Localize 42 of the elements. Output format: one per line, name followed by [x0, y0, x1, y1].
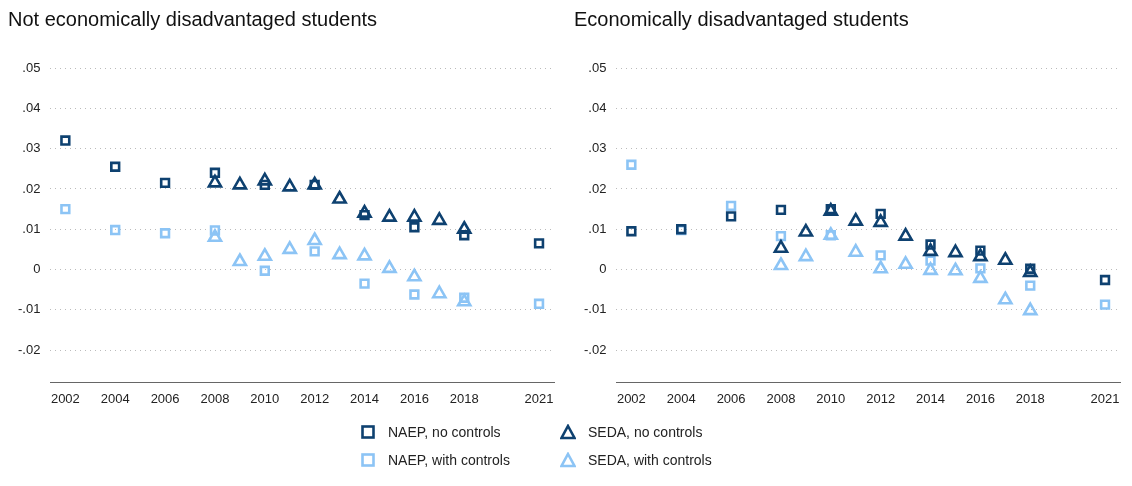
x-tick-label: 2004: [100, 390, 130, 406]
y-tick-label: -.01: [583, 301, 607, 317]
y-tick-label: .04: [588, 99, 607, 115]
legend-label: NAEP, no controls: [388, 424, 501, 440]
x-tick-label: 2018: [449, 390, 479, 406]
legend-label: SEDA, no controls: [588, 424, 703, 440]
y-tick-label: .02: [588, 180, 607, 196]
y-tick-label: 0: [33, 261, 41, 277]
x-tick-label: 2012: [300, 390, 330, 406]
x-tick-label: 2006: [150, 390, 180, 406]
x-tick-label: 2002: [50, 390, 80, 406]
x-tick-label: 2021: [524, 390, 554, 406]
chart-title: Not economically disadvantaged students: [8, 7, 378, 30]
y-tick-label: -.02: [583, 341, 607, 357]
x-tick-label: 2016: [399, 390, 429, 406]
x-tick-label: 2008: [766, 390, 796, 406]
y-tick-label: .03: [22, 140, 41, 156]
chart-title: Economically disadvantaged students: [574, 7, 909, 30]
x-tick-label: 2002: [616, 390, 646, 406]
x-tick-label: 2014: [350, 390, 379, 406]
x-tick-label: 2014: [916, 390, 945, 406]
y-tick-label: .01: [22, 220, 41, 236]
x-tick-label: 2004: [666, 390, 696, 406]
y-tick-label: .05: [22, 59, 41, 75]
y-tick-label: .04: [22, 99, 41, 115]
y-tick-label: 0: [599, 261, 607, 277]
x-tick-label: 2016: [965, 390, 995, 406]
x-tick-label: 2010: [816, 390, 846, 406]
legend-label: SEDA, with controls: [588, 452, 712, 468]
x-tick-label: 2012: [866, 390, 896, 406]
y-tick-label: .02: [22, 180, 41, 196]
y-tick-label: .05: [588, 59, 607, 75]
x-tick-label: 2010: [250, 390, 280, 406]
x-tick-label: 2018: [1015, 390, 1045, 406]
y-tick-label: -.01: [17, 301, 41, 317]
x-tick-label: 2021: [1090, 390, 1120, 406]
y-tick-label: .03: [588, 140, 607, 156]
legend-label: NAEP, with controls: [388, 452, 510, 468]
x-tick-label: 2008: [200, 390, 230, 406]
x-tick-label: 2006: [716, 390, 746, 406]
y-tick-label: .01: [588, 220, 607, 236]
y-tick-label: -.02: [17, 341, 41, 357]
